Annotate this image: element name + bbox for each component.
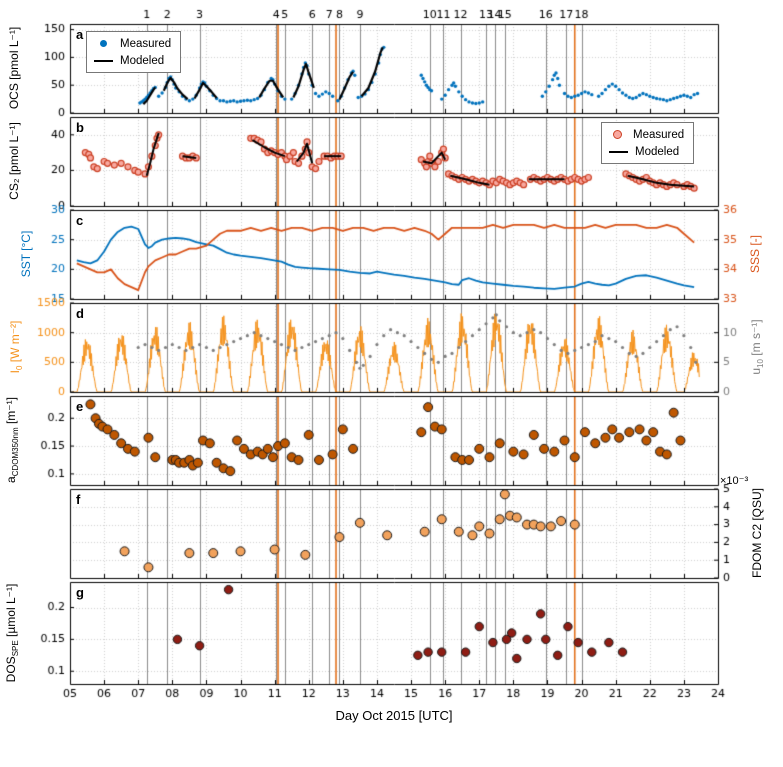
panel-e-letter: e [76, 399, 84, 414]
panel-c-ylabel-sss: SSS [-] [748, 234, 762, 274]
legend-modeled-label: Modeled [120, 54, 165, 67]
wind-label-sub: 10 [756, 359, 766, 368]
cdom-label-prefix: a [3, 476, 18, 483]
panel-d-letter: d [76, 306, 84, 321]
legend-panel-a: Measured Modeled [86, 31, 182, 73]
legend-modeled-label: Modeled [635, 145, 680, 158]
panel-c-ylabel-sst: SST [°C] [19, 230, 33, 278]
panel-a-letter: a [76, 27, 84, 42]
modeled-line-marker-icon [609, 150, 628, 153]
legend-row-measured: Measured [609, 126, 684, 143]
dos-label-sub: SPE [11, 640, 21, 657]
measured-circle-marker-icon [613, 130, 622, 139]
panel-f-ylabel-fdom: FDOM C2 [QSU] [750, 487, 764, 579]
solar-label-prefix: I [7, 370, 22, 374]
cdom-label-suffix: [m⁻¹] [3, 397, 18, 428]
panel-g-ylabel: DOSSPE [µmol L⁻¹] [4, 584, 20, 683]
legend-row-measured: Measured [94, 35, 171, 52]
legend-measured-label: Measured [120, 37, 172, 50]
wind-label-suffix: [m s⁻¹] [748, 319, 763, 360]
panel-f-letter: f [76, 492, 81, 507]
panel-a-ylabel: OCS [pmol L⁻¹] [7, 26, 21, 110]
dos-label-suffix: [µmol L⁻¹] [3, 583, 18, 641]
x-axis-title: Day Oct 2015 [UTC] [335, 708, 453, 723]
panel-b-letter: b [76, 120, 84, 135]
panel-b-ylabel: CS₂ [pmol L⁻¹] [7, 122, 21, 200]
measured-dot-marker-icon [100, 40, 107, 47]
legend-measured-label: Measured [633, 128, 685, 141]
solar-label-suffix: [W m⁻²] [7, 320, 22, 366]
solar-label-sub: 0 [15, 365, 25, 371]
panel-e-ylabel: aCDOM350nm [m⁻¹] [4, 397, 20, 483]
wind-label-prefix: u [748, 367, 763, 375]
dos-label-prefix: DOS [3, 656, 18, 683]
modeled-line-marker-icon [94, 59, 113, 62]
fdom-axis-multiplier: ×10⁻³ [720, 475, 749, 487]
panel-d-ylabel-wind: u10 [m s⁻¹] [749, 319, 765, 374]
cdom-label-sub: CDOM350nm [11, 427, 21, 477]
panel-d-ylabel-solar: I0 [W m⁻²] [8, 321, 24, 374]
panel-g-letter: g [76, 585, 84, 600]
panel-c-letter: c [76, 213, 84, 228]
legend-panel-b: Measured Modeled [601, 122, 695, 164]
legend-row-modeled: Modeled [94, 52, 171, 69]
legend-row-modeled: Modeled [609, 143, 684, 160]
